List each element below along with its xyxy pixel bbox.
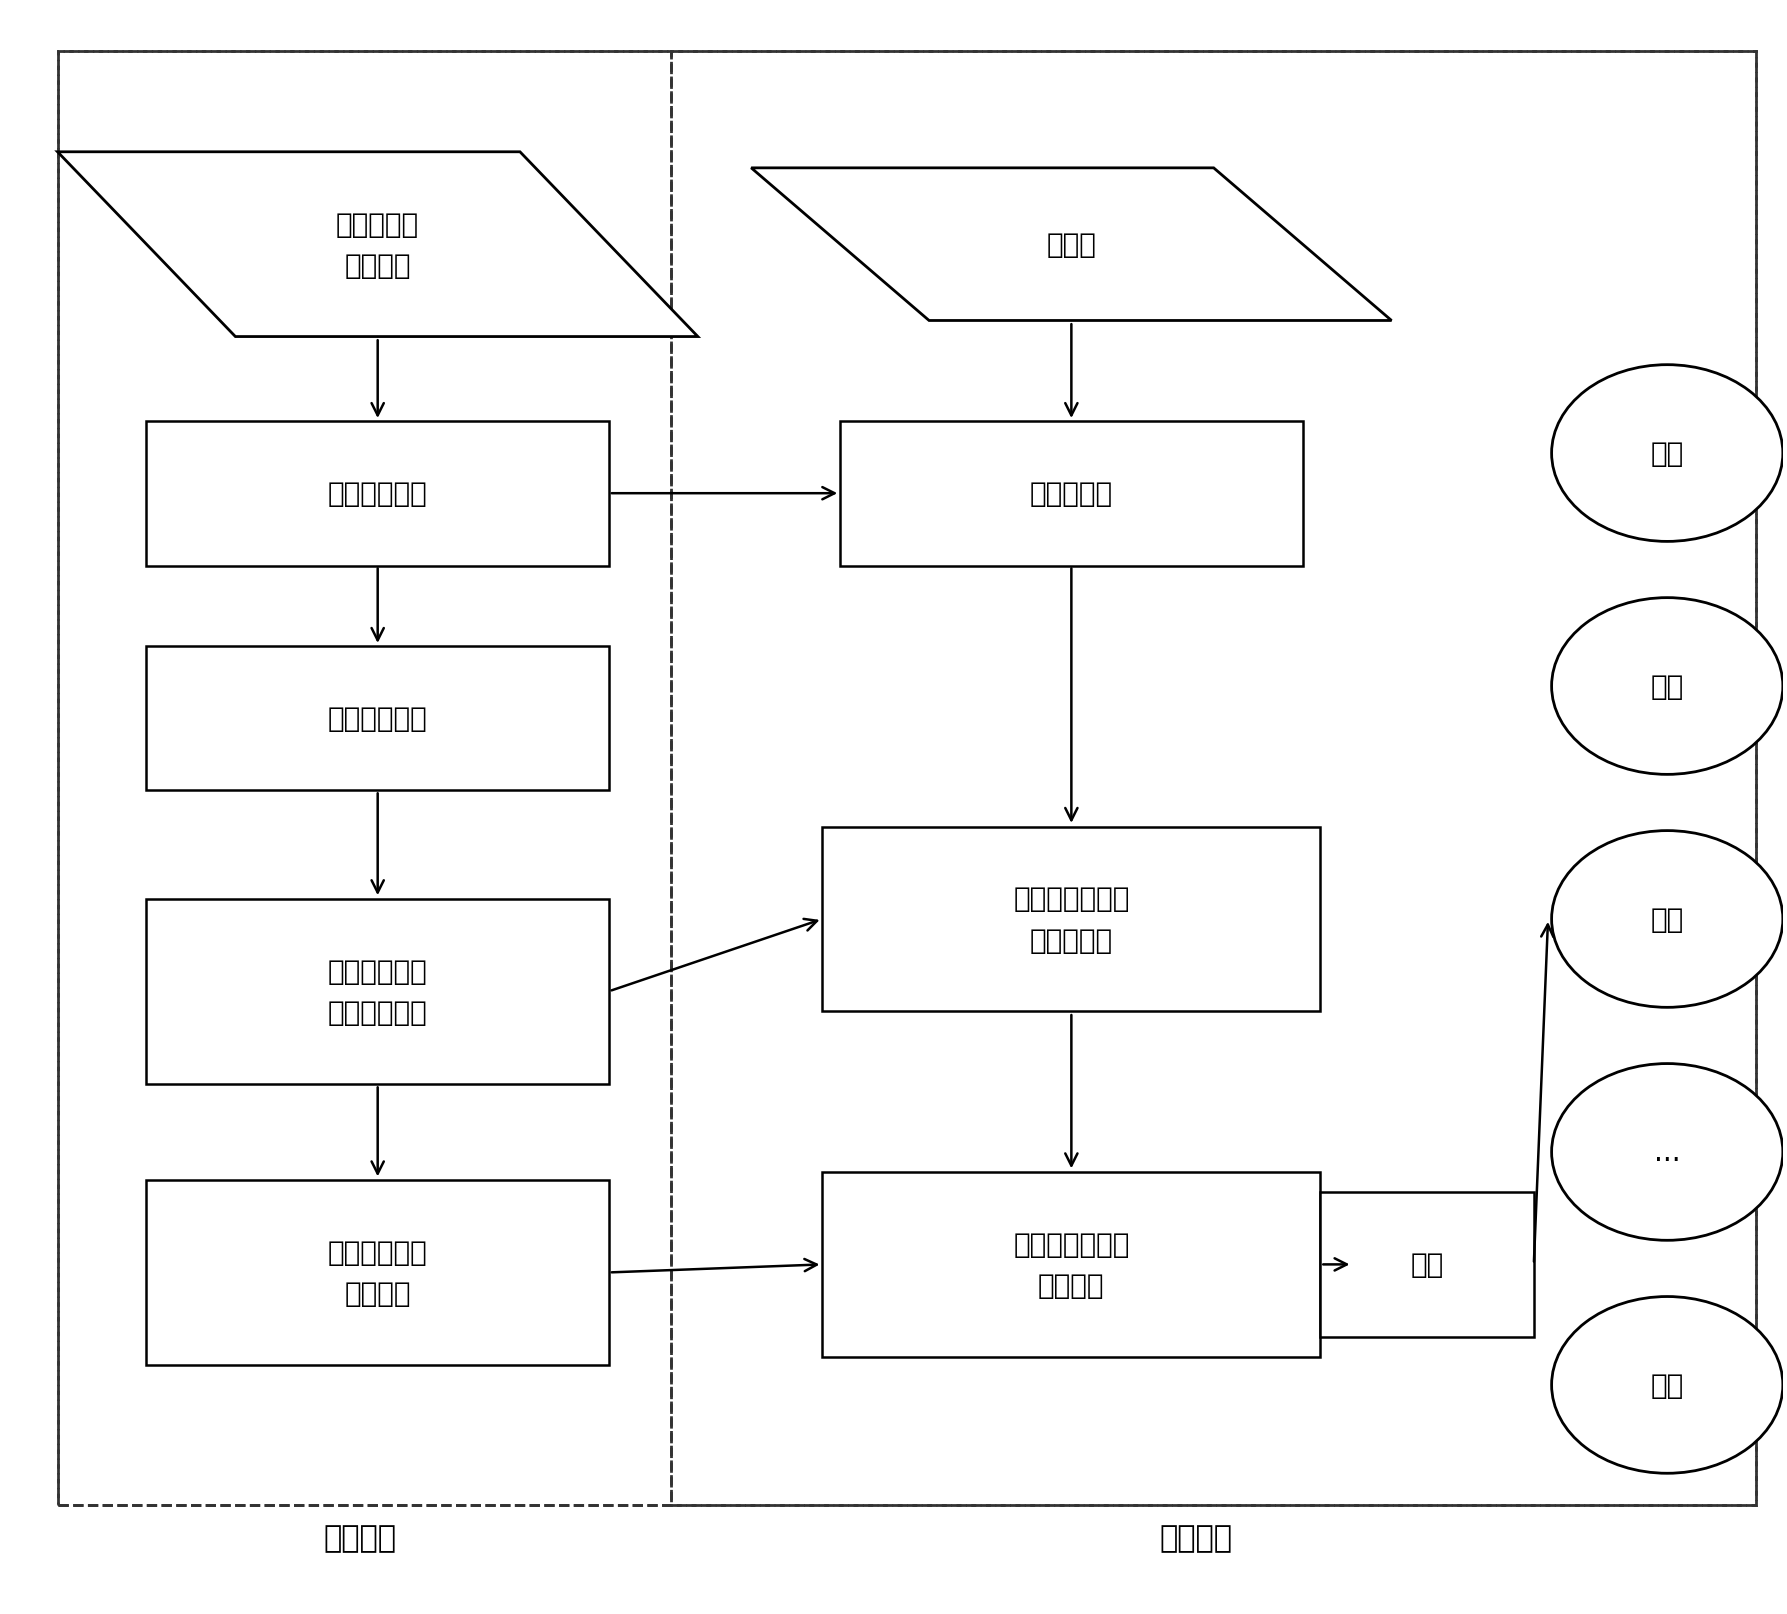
- Text: 财经: 财经: [1651, 1370, 1683, 1399]
- Polygon shape: [57, 153, 699, 337]
- Polygon shape: [751, 169, 1392, 321]
- Text: 类别之间的相
关性学习: 类别之间的相 关性学习: [327, 1238, 427, 1307]
- Bar: [1321, 1193, 1533, 1336]
- Text: 分类: 分类: [1410, 1251, 1444, 1278]
- Text: 对每类文档训
练两类分类器: 对每类文档训 练两类分类器: [327, 957, 427, 1027]
- Text: 特征词项选择: 特征词项选择: [327, 479, 427, 508]
- Text: 训练过程: 训练过程: [323, 1524, 397, 1553]
- Text: 训练文档表示: 训练文档表示: [327, 705, 427, 733]
- Bar: [147, 899, 609, 1085]
- Bar: [57, 52, 672, 1506]
- Text: 人才: 人才: [1651, 439, 1683, 468]
- Text: ...: ...: [1655, 1138, 1680, 1167]
- Ellipse shape: [1551, 365, 1783, 542]
- Text: 已知类别的
训练文档: 已知类别的 训练文档: [336, 210, 420, 279]
- Bar: [840, 421, 1303, 567]
- Bar: [147, 1180, 609, 1365]
- Text: 分类过程: 分类过程: [1160, 1524, 1233, 1553]
- Text: 新文档表示: 新文档表示: [1029, 479, 1113, 508]
- Bar: [147, 421, 609, 567]
- Text: 卫生: 卫生: [1651, 905, 1683, 933]
- Bar: [822, 826, 1321, 1012]
- Ellipse shape: [1551, 1064, 1783, 1241]
- Text: 新文档: 新文档: [1047, 231, 1095, 258]
- Bar: [672, 52, 1757, 1506]
- Text: 计算两类分类器
的响应输出: 计算两类分类器 的响应输出: [1013, 884, 1129, 954]
- Ellipse shape: [1551, 831, 1783, 1007]
- Bar: [147, 647, 609, 791]
- Bar: [822, 1172, 1321, 1357]
- Text: 计算所有类别的
判别输出: 计算所有类别的 判别输出: [1013, 1230, 1129, 1299]
- Ellipse shape: [1551, 1296, 1783, 1474]
- Ellipse shape: [1551, 599, 1783, 775]
- Text: 体育: 体育: [1651, 673, 1683, 700]
